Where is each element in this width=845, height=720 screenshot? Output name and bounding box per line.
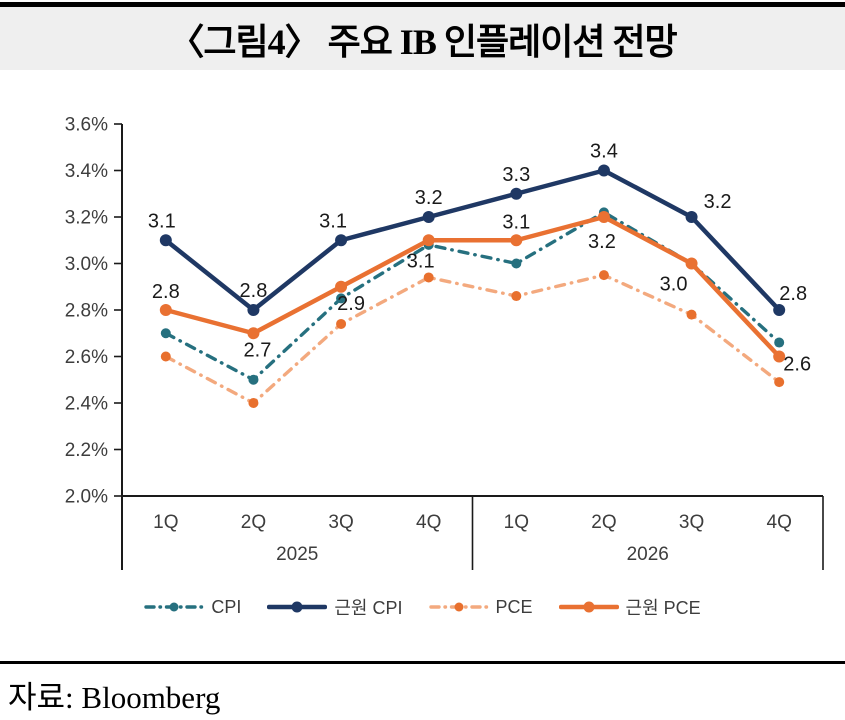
series-pce-point [686,309,697,320]
series-core-pce-point [510,234,523,247]
quarter-label: 3Q [328,512,353,533]
quarter-label: 1Q [504,512,529,533]
data-label: 3.2 [415,187,443,209]
data-labels-core-pce: 2.8 2.7 2.9 3.1 3.1 3.2 3.0 2.6 [152,211,811,375]
quarter-label: 4Q [416,512,441,533]
data-label: 3.1 [407,250,435,272]
y-tick-label: 3.0% [65,254,108,275]
data-label: 2.9 [337,293,365,315]
quarter-label: 3Q [679,512,704,533]
data-label: 3.1 [148,210,176,232]
title-band: 〈그림4〉 주요 IB 인플레이션 전망 [0,7,845,70]
quarter-label: 4Q [767,512,792,533]
y-tick-label: 2.4% [65,394,108,415]
y-tick-label: 3.4% [65,161,108,182]
data-label: 2.8 [240,280,268,302]
legend-label-core-cpi: 근원 CPI [334,598,403,618]
series-core-pce-point [247,327,260,340]
quarter-label: 2Q [591,512,616,533]
series-cpi-point [248,374,259,385]
y-tick-label: 2.0% [65,487,108,508]
data-label: 2.6 [783,354,811,376]
series-core-cpi-line [163,168,782,313]
legend-label-pce: PCE [495,596,533,617]
series-pce [160,270,785,408]
series-core-cpi-point [773,304,786,316]
series-core-pce-point [685,257,698,270]
data-label: 2.8 [779,283,807,305]
y-tick-label: 3.2% [65,208,108,229]
legend-swatch-cpi [144,602,205,612]
data-label: 3.2 [704,191,732,213]
data-label: 3.1 [319,210,347,232]
data-label: 3.1 [502,211,530,233]
y-tick-label: 2.8% [65,301,108,322]
y-tick-label: 2.2% [65,440,108,461]
legend-label-core-pce: 근원 PCE [625,598,701,618]
series-core-pce-point [422,234,435,247]
y-tick-label: 3.6% [65,115,108,136]
chart-area: 2.0% 2.2% 2.4% 2.6% 2.8% 3.0% 3.2% 3.4% 3.6% 2025… [0,104,845,579]
series-core-cpi-point [510,187,523,200]
series-pce-point [248,398,259,408]
data-labels-core-cpi: 3.1 2.8 3.1 3.2 3.3 3.4 3.2 2.8 [148,141,807,306]
legend-swatch-pce [428,602,489,612]
data-label: 3.2 [588,231,616,253]
source-note: 자료: Bloomberg [8,680,221,715]
quarter-label: 1Q [153,512,178,533]
series-pce-point [336,318,347,329]
legend-item-core-cpi: 근원 CPI [267,594,403,620]
data-label: 2.8 [152,281,180,303]
series-core-pce [159,211,786,363]
data-label: 2.7 [244,339,272,361]
series-pce-point [774,377,785,388]
top-gap [0,0,845,2]
chart-legend: CPI 근원 CPI PCE 근원 PCE [0,595,845,619]
series-cpi-point [511,258,522,269]
y-axis: 2.0% 2.2% 2.4% 2.6% 2.8% 3.0% 3.2% 3.4% 3.6% [65,115,123,570]
bottom-border-rule [0,661,845,664]
legend-label-cpi: CPI [211,596,242,617]
data-label: 3.4 [590,141,618,163]
series-core-pce-point [159,304,172,316]
legend-item-pce: PCE [428,596,533,618]
series-cpi-point [336,293,347,304]
x-axis: 2025 2026 1Q 2Q 3Q 4Q 1Q 2Q 3Q 4Q [122,495,824,570]
legend-swatch-core-pce [558,601,619,613]
series-pce-point [423,272,434,283]
series-core-cpi-point [159,234,172,247]
legend-item-cpi: CPI [144,597,241,618]
top-border-rule [0,2,845,7]
series-core-pce-point [773,350,786,363]
year-label: 2025 [276,544,318,565]
legend-swatch-core-cpi [267,601,328,613]
y-tick-label: 2.6% [65,347,108,368]
quarter-label: 2Q [241,512,266,533]
series-core-cpi-point [597,164,610,177]
series-cpi-point [774,337,785,348]
series-cpi-point [160,328,171,339]
inflation-forecast-line-chart: 2.0% 2.2% 2.4% 2.6% 2.8% 3.0% 3.2% 3.4% 3.6% 2025… [65,115,824,570]
series-core-cpi-point [247,304,260,316]
year-label: 2026 [627,544,669,565]
data-label: 3.3 [502,164,530,186]
series-core-cpi-point [685,211,698,223]
series-core-pce-point [335,280,348,293]
page-title: 〈그림4〉 주요 IB 인플레이션 전망 [168,21,677,62]
legend-item-core-pce: 근원 PCE [558,594,701,620]
series-core-pce-line [163,214,782,359]
series-core-pce-point [597,211,610,223]
series-pce-point [160,351,171,362]
series-pce-point [598,270,609,281]
series-core-cpi-point [335,234,348,247]
series-core-cpi-point [422,211,435,223]
data-label: 3.0 [660,274,688,296]
series-pce-point [511,291,522,302]
series-core-cpi [159,164,786,316]
series-pce-line [164,273,781,405]
